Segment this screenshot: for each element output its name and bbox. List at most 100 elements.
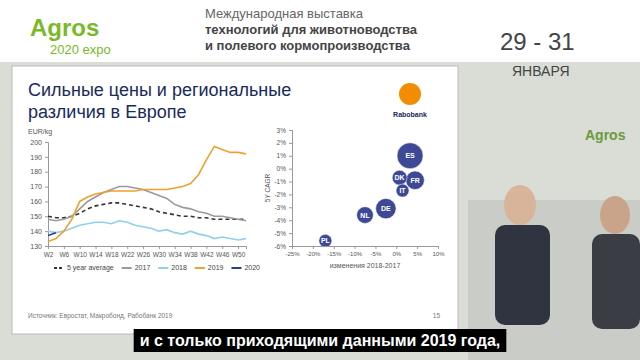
tick-label: -3% — [274, 204, 286, 211]
axis-title: изменения 2018-2017 — [330, 262, 401, 269]
tick-label: 180 — [30, 168, 42, 175]
tick: W18 — [105, 246, 119, 258]
slide — [12, 66, 458, 334]
tick: W22 — [121, 246, 135, 258]
caption: и с только приходящими данными 2019 года… — [134, 329, 507, 352]
header-band — [0, 0, 640, 62]
slide-title: Сильные цены и региональныеразличия в Ев… — [28, 80, 291, 122]
tick-label: W10 — [73, 251, 87, 258]
legend-swatch — [195, 267, 205, 269]
dates: 29 - 31 — [500, 28, 575, 55]
tick: -3% — [274, 204, 292, 211]
person-head — [600, 196, 630, 234]
tick-label: 2% — [277, 139, 287, 146]
person-body — [495, 225, 550, 325]
tick-label: 160 — [30, 198, 42, 205]
tick-label: 5% — [413, 251, 422, 257]
tick: 170 — [30, 183, 48, 190]
axis-title: 5Y CAGR — [264, 173, 271, 202]
tick: -2% — [274, 191, 292, 198]
tick-mark — [289, 233, 292, 234]
tick-label: 0% — [392, 251, 401, 257]
tick-label: -25% — [285, 251, 300, 257]
tick: 1% — [277, 152, 292, 159]
tick-mark — [45, 201, 48, 202]
legend-swatch — [122, 267, 132, 269]
tick-label: W42 — [200, 251, 214, 258]
tick: 3% — [277, 127, 292, 134]
tick-label: -10% — [348, 251, 363, 257]
tick: W50 — [232, 246, 246, 258]
plot-area — [319, 143, 424, 246]
tick: -1% — [274, 178, 292, 185]
tick-label: -2% — [274, 191, 286, 198]
bubble-label: DK — [395, 174, 405, 181]
tick-mark — [334, 246, 335, 249]
bubble — [406, 171, 425, 190]
tick-label: W2 — [44, 251, 54, 258]
tick: 200 — [30, 139, 48, 146]
series-line — [48, 146, 246, 241]
tick: 0% — [392, 246, 401, 257]
bubble-label: ES — [405, 152, 415, 159]
tick-mark — [127, 246, 128, 249]
tick-mark — [45, 157, 48, 158]
tick-label: W6 — [59, 251, 69, 258]
tick-mark — [191, 246, 192, 249]
page: Agros2020 expoМеждународная выставкатехн… — [0, 0, 640, 360]
legend: 5 year average2017201820192020 — [54, 264, 260, 272]
tick-label: -6% — [274, 243, 286, 250]
tick: -6% — [274, 243, 292, 250]
tick-mark — [222, 246, 223, 249]
tick-mark — [45, 142, 48, 143]
tick-mark — [289, 182, 292, 183]
tick-mark — [292, 246, 293, 249]
tick-mark — [45, 246, 48, 247]
tick: W14 — [89, 246, 103, 258]
y-axis: 130140150160170180190200 — [30, 139, 48, 250]
legend-label: 2017 — [135, 264, 151, 271]
tick-mark — [45, 172, 48, 173]
tick-mark — [289, 143, 292, 144]
tick-mark — [289, 194, 292, 195]
legend-swatch — [158, 267, 168, 269]
legend-swatch — [54, 267, 64, 269]
tick-mark — [64, 246, 65, 249]
tick-mark — [355, 246, 356, 249]
tick: W2 — [44, 246, 54, 258]
tick-label: W38 — [184, 251, 198, 258]
tick: 180 — [30, 168, 48, 175]
tick-label: 3% — [277, 127, 287, 134]
tick: W26 — [137, 246, 151, 258]
tick: W46 — [216, 246, 230, 258]
caption-text: и с только приходящими данными 2019 года… — [140, 332, 501, 349]
x-axis: W2W6W10W14W18W22W26W30W34W38W42W46W50 — [44, 246, 247, 258]
tick-label: W18 — [105, 251, 119, 258]
bubble — [397, 143, 423, 169]
tick-label: 200 — [30, 139, 42, 146]
axis-line — [293, 247, 439, 250]
axis-line — [49, 247, 247, 250]
wall-logo: Agros — [585, 127, 626, 143]
axis-line — [45, 143, 49, 247]
tick: 5% — [413, 246, 422, 257]
tick-label: -5% — [274, 230, 286, 237]
tick-label: 130 — [30, 243, 42, 250]
month: ЯНВАРЯ — [512, 63, 570, 79]
logo: Agros — [30, 14, 99, 41]
legend-label: 2020 — [244, 264, 260, 271]
bubble-labels: ESFRDKITDENLPL — [321, 152, 420, 244]
tick-label: 1% — [277, 152, 287, 159]
tick-mark — [289, 156, 292, 157]
tick: 150 — [30, 213, 48, 220]
header-line: и полевого кормопроизводства — [205, 38, 411, 53]
caption-box — [134, 329, 507, 352]
header-line: технологий для животноводства — [205, 22, 418, 37]
tick-label: W50 — [232, 251, 246, 258]
tick: W42 — [200, 246, 214, 258]
tick-mark — [111, 246, 112, 249]
tick: 190 — [30, 154, 48, 161]
brand-logo — [399, 83, 421, 105]
axis-title: EUR/kg — [28, 128, 52, 136]
tick: W30 — [153, 246, 167, 258]
